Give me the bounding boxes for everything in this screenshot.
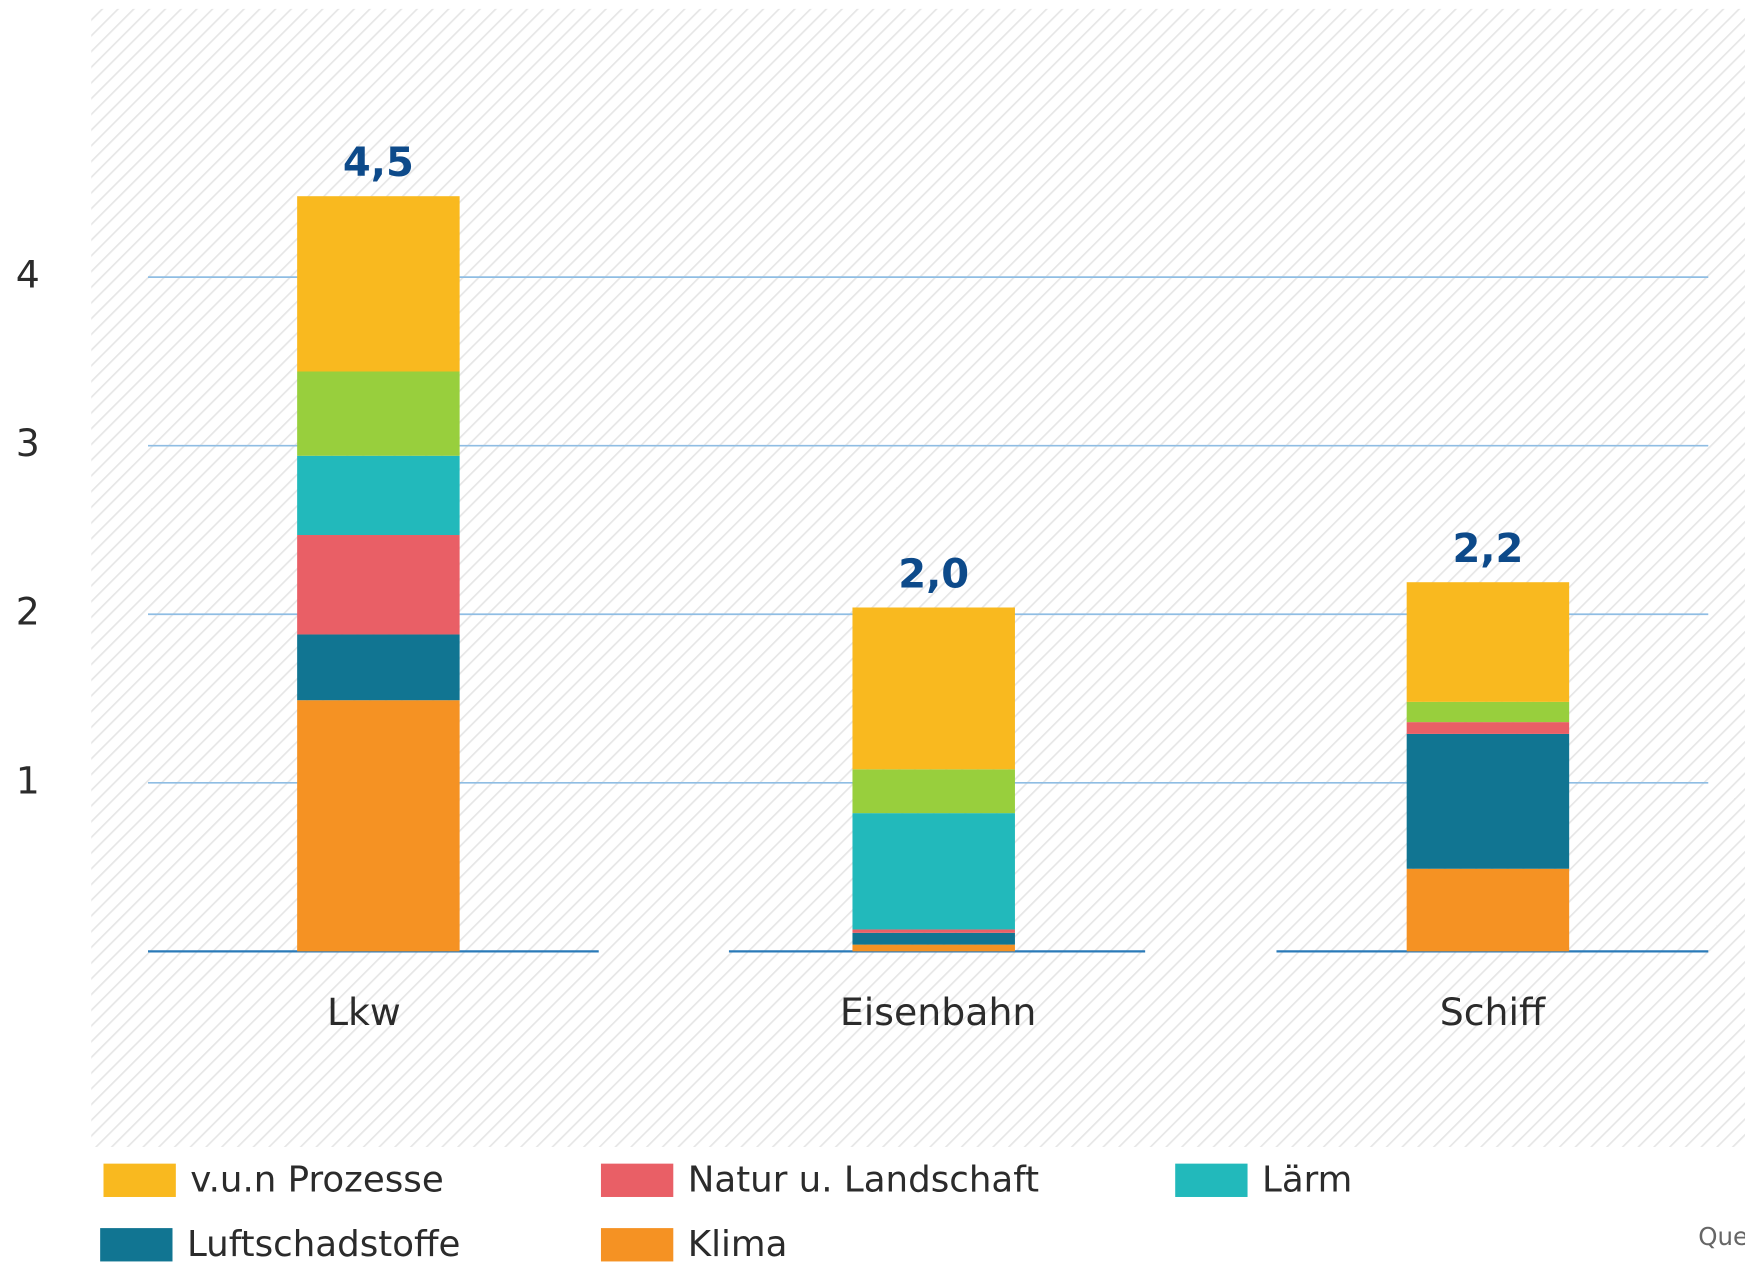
bar-segment (1406, 722, 1570, 734)
bar-segment (1406, 868, 1570, 952)
legend-swatch (103, 1163, 176, 1197)
y-tick-label: 3 (16, 421, 40, 465)
bar-segment (852, 944, 1015, 952)
legend-swatch (100, 1228, 173, 1262)
bar-segment (1406, 701, 1570, 723)
legend-label: Klima (688, 1224, 788, 1265)
y-tick-label: 4 (16, 253, 40, 297)
total-label: 2,0 (898, 551, 969, 597)
y-tick-label: 2 (16, 590, 40, 634)
total-label: 4,5 (343, 140, 414, 186)
bar-segment (297, 455, 460, 536)
bar-segment (297, 634, 460, 701)
bar-segment (852, 932, 1015, 945)
y-tick-label: 1 (16, 758, 40, 802)
total-label: 2,2 (1452, 526, 1523, 572)
bar-segment (852, 607, 1015, 770)
legend-label: Luftschadstoffe (187, 1224, 460, 1265)
bar-segment (297, 371, 460, 456)
x-tick-label: Eisenbahn (840, 990, 1036, 1034)
bar-segment (297, 196, 460, 372)
bar-segment (297, 535, 460, 635)
x-tick-label: Schiff (1440, 990, 1546, 1034)
legend-swatch (600, 1163, 674, 1197)
legend-swatch (600, 1228, 674, 1262)
x-tick-label: Lkw (327, 990, 401, 1034)
bar-segment (1406, 733, 1570, 869)
bar-segment (852, 929, 1015, 933)
legend-label: v.u.n Prozesse (190, 1159, 443, 1200)
bar-segment (297, 700, 460, 952)
bar-segment (1406, 582, 1570, 702)
source: Quel (1698, 1222, 1745, 1251)
bar-segment (852, 769, 1015, 814)
legend-label: Natur u. Landschaft (688, 1159, 1039, 1200)
bar-segment (852, 813, 1015, 930)
legend-swatch (1175, 1163, 1248, 1197)
legend-label: Lärm (1262, 1159, 1352, 1200)
